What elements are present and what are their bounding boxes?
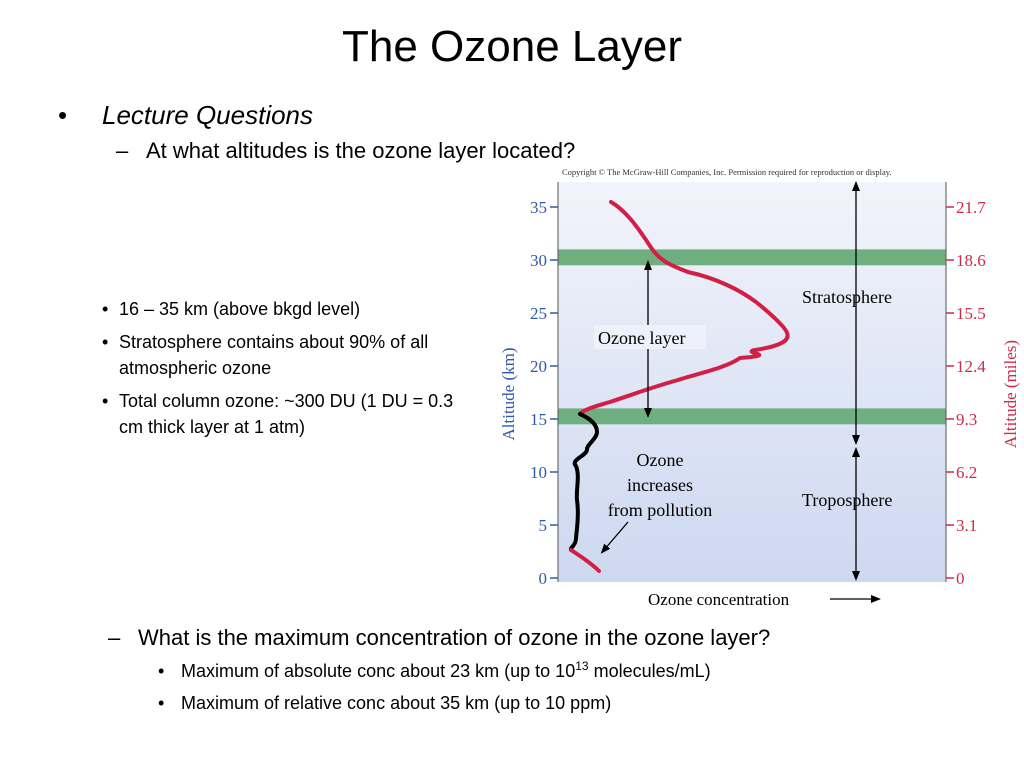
question-text: What is the maximum concentration of ozo… [138,625,771,650]
ozone-layer-top-band [558,249,946,266]
ozone-altitude-diagram: Copyright © The McGraw-Hill Companies, I… [499,167,1020,609]
right-tick-label: 15.5 [956,304,986,323]
left-tick-label: 15 [530,410,547,429]
tropopause-band [558,408,946,425]
plot-background [558,182,946,582]
left-axis-ticks: 0 5 10 15 20 25 30 35 [530,198,558,588]
bullet-dot: • [102,332,109,352]
right-tick-label: 21.7 [956,198,986,217]
bullet-dot: • [102,299,109,319]
right-tick-label: 6.2 [956,463,977,482]
ozone-increase-label-3: from pollution [608,500,713,520]
ozone-curve-troposphere [568,412,599,552]
right-axis-label: Altitude (miles) [1001,340,1020,448]
right-tick-label: 18.6 [956,251,986,270]
page-title: The Ozone Layer [342,22,682,71]
troposphere-label: Troposphere [802,490,892,510]
stratosphere-label: Stratosphere [802,287,892,307]
ozone-layer-label-bg [594,325,706,349]
ozone-increase-label-2: increases [627,475,693,495]
left-tick-label: 10 [530,463,547,482]
right-tick-label: 0 [956,569,965,588]
ozone-layer-label: Ozone layer [598,328,685,348]
altitude-answers: • 16 – 35 km (above bkgd level) • Strato… [102,296,472,447]
pollution-pointer-arrow [600,521,629,554]
left-axis-label: Altitude (km) [499,347,518,440]
left-tick-label: 20 [530,357,547,376]
answer-text: Total column ozone: ~300 DU (1 DU = 0.3 … [119,391,454,437]
bullet-dot: • [158,693,165,713]
list-item: • Total column ozone: ~300 DU (1 DU = 0.… [102,388,472,440]
ozone-curve-pollution-tail [569,548,601,573]
list-item: • Stratosphere contains about 90% of all… [102,329,472,381]
superscript: 13 [575,659,589,673]
right-tick-label: 9.3 [956,410,977,429]
list-item: • 16 – 35 km (above bkgd level) [102,296,472,322]
dash-mark: – [108,625,121,650]
ozone-increase-label-1: Ozone [637,450,684,470]
answer-text: Maximum of relative conc about 35 km (up… [181,693,612,713]
copyright-note: Copyright © The McGraw-Hill Companies, I… [562,167,892,177]
bullet-mark: • [58,100,68,130]
right-axis-ticks: 0 3.1 6.2 9.3 12.4 15.5 18.6 21.7 [946,198,986,588]
left-tick-label: 5 [539,516,548,535]
left-tick-label: 35 [530,198,547,217]
right-tick-label: 3.1 [956,516,977,535]
dash-mark: – [116,138,129,163]
bullet-dot: • [158,661,165,681]
left-tick-label: 25 [530,304,547,323]
left-tick-label: 30 [530,251,547,270]
answer-text: Stratosphere contains about 90% of all a… [119,332,429,378]
answer-text: Maximum of absolute conc about 23 km (up… [181,659,711,681]
question-text: At what altitudes is the ozone layer loc… [146,138,576,163]
x-axis-label: Ozone concentration [648,590,790,609]
right-tick-label: 12.4 [956,357,986,376]
bullet-dot: • [102,391,109,411]
bullet-text: Lecture Questions [102,100,314,130]
answer-text: 16 – 35 km (above bkgd level) [119,299,361,319]
left-tick-label: 0 [539,569,548,588]
